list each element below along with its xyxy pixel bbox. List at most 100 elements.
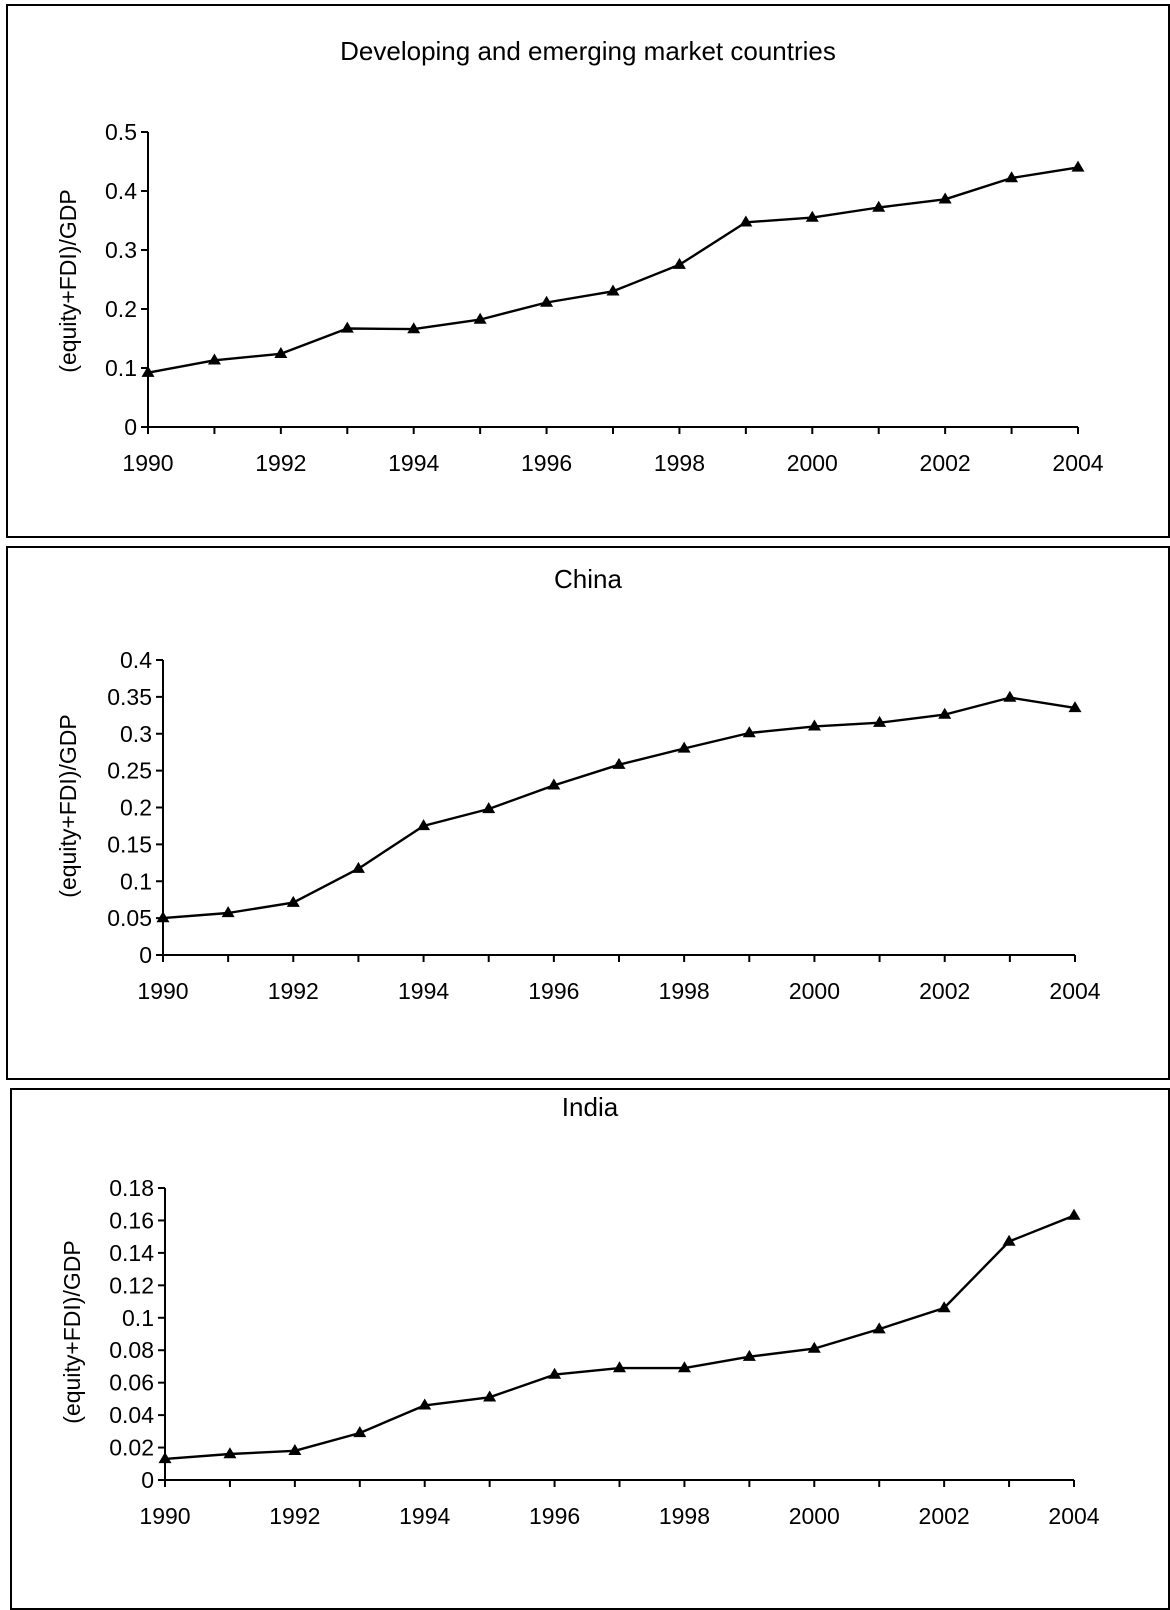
y-tick-label: 0.2 — [105, 296, 137, 322]
data-point-marker — [540, 295, 554, 307]
data-point-marker — [1005, 171, 1019, 183]
data-point-marker — [482, 802, 496, 814]
y-tick-label: 0.12 — [109, 1272, 154, 1298]
data-point-marker — [1067, 1208, 1081, 1220]
data-point-marker — [548, 1367, 562, 1379]
data-point-marker — [353, 1426, 367, 1438]
y-tick-label: 0.08 — [109, 1337, 154, 1363]
data-point-marker — [742, 1349, 756, 1361]
data-point-marker — [938, 192, 952, 204]
data-point-marker — [938, 707, 952, 719]
x-tick-label: 2002 — [920, 450, 971, 476]
data-point-marker — [417, 819, 431, 831]
chart-title: China — [554, 564, 622, 594]
x-tick-label: 2004 — [1049, 978, 1100, 1004]
x-tick-label: 1998 — [659, 978, 710, 1004]
data-point-marker — [805, 210, 819, 222]
data-point-marker — [221, 906, 235, 918]
data-point-marker — [612, 757, 626, 769]
data-point-marker — [742, 726, 756, 738]
data-point-marker — [483, 1390, 497, 1402]
y-tick-label: 0 — [124, 414, 137, 440]
y-tick-label: 0.04 — [109, 1402, 154, 1428]
y-tick-label: 0.5 — [105, 119, 137, 145]
y-axis-label: (equity+FDI)/GDP — [55, 189, 81, 372]
x-tick-label: 2000 — [789, 978, 840, 1004]
data-point-marker — [606, 284, 620, 296]
data-point-marker — [407, 322, 421, 334]
data-point-marker — [672, 257, 686, 269]
data-point-marker — [340, 321, 354, 333]
data-point-marker — [613, 1361, 626, 1373]
data-point-marker — [677, 741, 691, 753]
data-point-marker — [872, 200, 886, 212]
data-point-marker — [141, 365, 155, 377]
x-tick-label: 1996 — [529, 1503, 580, 1529]
y-tick-label: 0.4 — [105, 178, 137, 204]
x-tick-label: 1996 — [521, 450, 572, 476]
data-point-marker — [288, 1443, 302, 1455]
chart-china: China (equity+FDI)/GDP 0 0.05 0.1 0.15 0.2 0.25… — [55, 564, 1101, 1004]
data-point-marker — [677, 1361, 691, 1373]
y-tick-label: 0.3 — [105, 237, 137, 263]
x-tick-label: 1994 — [399, 1503, 450, 1529]
y-tick-label: 0.06 — [109, 1370, 154, 1396]
x-tick-label: 2002 — [919, 1503, 970, 1529]
y-tick-label: 0.2 — [120, 795, 152, 821]
data-point-marker — [547, 778, 561, 790]
chart-title: Developing and emerging market countries — [340, 36, 836, 66]
data-point-marker — [1002, 1234, 1016, 1246]
y-axis-label: (equity+FDI)/GDP — [55, 714, 81, 897]
series-line — [147, 166, 1079, 374]
data-point-marker — [418, 1398, 432, 1410]
x-tick-label: 1996 — [528, 978, 579, 1004]
y-tick-label: 0.4 — [120, 647, 152, 673]
y-tick-label: 0.02 — [109, 1435, 154, 1461]
chart-india: India (equity+FDI)/GDP 0 0.02 0.04 0.06 0.08 0.… — [59, 1092, 1100, 1529]
x-tick-label: 1990 — [137, 978, 188, 1004]
x-tick-label: 2004 — [1048, 1503, 1099, 1529]
data-point-marker — [156, 911, 170, 923]
series-line — [164, 1214, 1075, 1461]
data-point-marker — [807, 1341, 821, 1353]
data-point-marker — [351, 861, 365, 873]
y-axis-label: (equity+FDI)/GDP — [59, 1240, 85, 1423]
x-tick-label: 1994 — [398, 978, 449, 1004]
x-tick-label: 1998 — [659, 1503, 710, 1529]
x-tick-label: 2004 — [1052, 450, 1103, 476]
data-point-marker — [1003, 690, 1017, 702]
data-point-marker — [207, 353, 221, 365]
y-tick-label: 0.3 — [120, 721, 152, 747]
data-point-marker — [158, 1452, 172, 1464]
chart-panel-china: China (equity+FDI)/GDP 0 0.05 0.1 0.15 0.2 0.25… — [6, 546, 1170, 1080]
x-tick-label: 2000 — [787, 450, 838, 476]
series-line — [162, 696, 1076, 920]
data-point-marker — [872, 1322, 886, 1334]
y-tick-label: 0.1 — [120, 868, 152, 894]
x-tick-label: 1994 — [388, 450, 439, 476]
chart-developing-emerging: Developing and emerging market countries… — [55, 36, 1104, 476]
data-point-marker — [937, 1301, 951, 1313]
data-point-marker — [286, 895, 300, 907]
data-point-marker — [1068, 701, 1082, 713]
y-tick-label: 0.18 — [109, 1175, 154, 1201]
y-tick-label: 0.16 — [109, 1207, 154, 1233]
x-tick-label: 2002 — [919, 978, 970, 1004]
data-point-marker — [1071, 160, 1085, 172]
x-tick-label: 1990 — [122, 450, 173, 476]
y-tick-label: 0.1 — [122, 1305, 154, 1331]
data-point-marker — [223, 1447, 237, 1459]
x-tick-label: 1992 — [255, 450, 306, 476]
y-tick-label: 0 — [141, 1467, 154, 1493]
data-point-marker — [473, 312, 487, 324]
x-tick-label: 1992 — [269, 1503, 320, 1529]
data-point-marker — [873, 715, 887, 727]
x-tick-label: 1998 — [654, 450, 705, 476]
y-tick-label: 0.05 — [107, 905, 152, 931]
chart-panel-india: India (equity+FDI)/GDP 0 0.02 0.04 0.06 0.08 0.… — [10, 1088, 1170, 1610]
x-tick-label: 1992 — [268, 978, 319, 1004]
data-point-marker — [739, 215, 753, 227]
y-tick-label: 0.14 — [109, 1240, 154, 1266]
y-tick-label: 0.25 — [107, 758, 152, 784]
x-tick-label: 1990 — [139, 1503, 190, 1529]
